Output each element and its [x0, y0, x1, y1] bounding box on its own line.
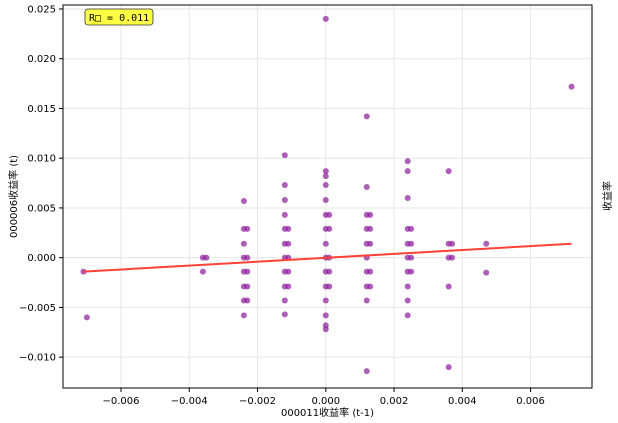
scatter-point: [367, 225, 374, 232]
scatter-point: [281, 196, 288, 203]
scatter-point: [244, 254, 251, 261]
scatter-point: [322, 196, 329, 203]
scatter-point: [199, 268, 206, 275]
scatter-point: [404, 194, 411, 201]
scatter-point: [404, 158, 411, 165]
data-points: [80, 15, 575, 375]
annotation-text: R□ = 0.011: [89, 13, 149, 24]
scatter-point: [404, 168, 411, 175]
scatter-point: [244, 297, 251, 304]
scatter-point: [408, 268, 415, 275]
y-axis-label: 000006收益率 (t): [7, 155, 20, 238]
x-tick-label: −0.006: [103, 396, 140, 407]
y-tick-label: 0.000: [27, 253, 56, 264]
x-axis-ticks: −0.006 −0.004 −0.002 0.000 0.002 0.004 0.006: [103, 388, 545, 407]
y-tick-label: 0.015: [27, 104, 56, 115]
scatter-point: [445, 364, 452, 371]
scatter-point: [408, 225, 415, 232]
scatter-point: [281, 152, 288, 159]
scatter-point: [285, 225, 292, 232]
scatter-point: [363, 368, 370, 375]
y-tick-label: 0.025: [27, 4, 56, 15]
scatter-point: [281, 297, 288, 304]
scatter-point: [322, 15, 329, 22]
scatter-point: [244, 283, 251, 290]
y-tick-label: 0.010: [27, 154, 56, 165]
x-tick-label: −0.002: [239, 396, 276, 407]
scatter-point: [326, 225, 333, 232]
x-axis-label: 000011收益率 (t-1): [281, 406, 374, 419]
scatter-point: [483, 240, 490, 247]
scatter-point: [367, 268, 374, 275]
scatter-point: [404, 312, 411, 319]
scatter-point: [281, 311, 288, 318]
scatter-point: [367, 240, 374, 247]
scatter-point: [326, 268, 333, 275]
scatter-point: [408, 240, 415, 247]
scatter-point: [285, 268, 292, 275]
x-tick-label: 0.002: [380, 396, 409, 407]
scatter-point: [326, 211, 333, 218]
scatter-point: [404, 297, 411, 304]
scatter-point: [322, 182, 329, 189]
y-tick-label: −0.010: [19, 353, 56, 364]
scatter-point: [367, 211, 374, 218]
axes-frame: [62, 4, 593, 389]
scatter-point: [240, 197, 247, 204]
grid: [63, 5, 592, 388]
scatter-point: [281, 211, 288, 218]
scatter-point: [363, 113, 370, 120]
scatter-point: [83, 314, 90, 321]
scatter-point: [322, 312, 329, 319]
scatter-point: [326, 283, 333, 290]
scatter-point: [363, 184, 370, 191]
scatter-point: [408, 254, 415, 261]
scatter-point: [445, 168, 452, 175]
x-tick-label: 0.004: [448, 396, 477, 407]
y-tick-label: 0.020: [27, 54, 56, 65]
scatter-point: [363, 297, 370, 304]
scatter-point: [244, 268, 251, 275]
y-axis-ticks: −0.010 −0.005 0.000 0.005 0.010 0.015 0.020 0.0…: [19, 4, 63, 364]
scatter-point: [404, 283, 411, 290]
trend-line: [83, 242, 572, 273]
scatter-point: [449, 254, 456, 261]
scatter-point: [281, 182, 288, 189]
x-tick-label: 0.006: [516, 396, 545, 407]
scatter-point: [322, 326, 329, 333]
annotation-box: [84, 8, 154, 26]
scatter-point: [445, 283, 452, 290]
scatter-point: [240, 312, 247, 319]
y-tick-label: −0.005: [19, 303, 56, 314]
y-tick-label: 0.005: [27, 203, 56, 214]
scatter-point: [285, 283, 292, 290]
scatter-point: [322, 240, 329, 247]
scatter-point: [285, 240, 292, 247]
scatter-point: [203, 254, 210, 261]
r-squared-annotation: R□ = 0.011: [84, 8, 154, 26]
right-axis-label: 收益率: [601, 181, 614, 211]
scatter-point: [240, 240, 247, 247]
x-tick-label: −0.004: [171, 396, 208, 407]
x-tick-label: 0.000: [311, 396, 340, 407]
scatter-point: [367, 283, 374, 290]
scatter-point: [449, 240, 456, 247]
scatter-point: [483, 269, 490, 276]
scatter-point: [322, 168, 329, 175]
scatter-point: [568, 83, 575, 90]
scatter-point: [244, 225, 251, 232]
scatter-point: [322, 297, 329, 304]
scatter-point: [322, 173, 329, 180]
